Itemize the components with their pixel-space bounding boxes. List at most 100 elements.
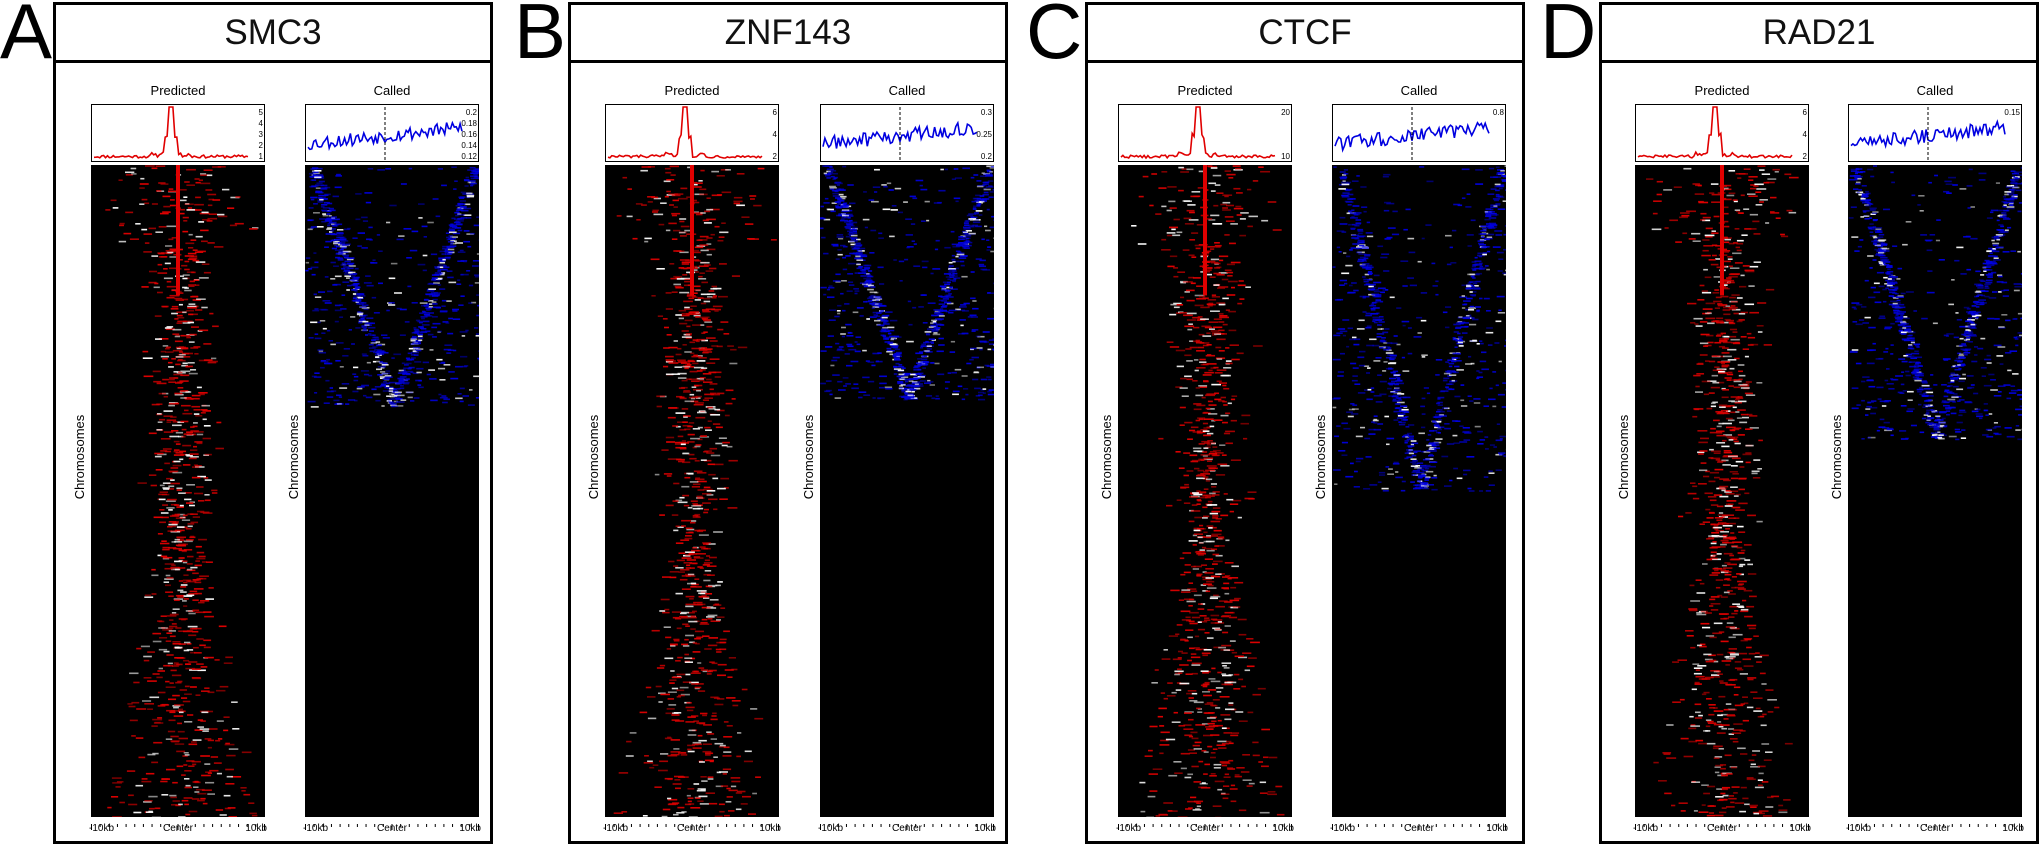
heatmap-cell (367, 168, 374, 170)
y-tick-label: 0.2 (981, 152, 993, 161)
heatmap-cell (696, 722, 706, 724)
heatmap-cell (714, 225, 720, 228)
heatmap-cell (922, 266, 928, 269)
heatmap-cell (186, 209, 196, 211)
heatmap-cell (194, 564, 202, 567)
heatmap-cell (465, 176, 469, 179)
heatmap-cell (727, 676, 733, 678)
heatmap-cell (1212, 699, 1220, 701)
heatmap-cell (719, 498, 728, 500)
heatmap-cell (688, 422, 695, 424)
heatmap-cell (1207, 408, 1215, 410)
heatmap-cell (671, 238, 678, 240)
heatmap-cell (1166, 209, 1172, 212)
heatmap-cell (202, 730, 209, 732)
heatmap-cell (691, 259, 700, 261)
heatmap-cell (1154, 669, 1159, 671)
heatmap-cell (335, 342, 344, 344)
heatmap-cell (1208, 369, 1213, 372)
heatmap-cell (701, 780, 708, 782)
heatmap-cell (672, 783, 682, 785)
heatmap-cell (166, 225, 176, 228)
heatmap-cell (317, 321, 321, 324)
heatmap-cell (1229, 577, 1239, 579)
heatmap-cell (182, 362, 188, 365)
heatmap-cell (191, 760, 201, 763)
heatmap-cell (709, 447, 718, 450)
heatmap-cell (1184, 200, 1192, 202)
heatmap-cell (987, 317, 994, 320)
heatmap-cell (736, 204, 745, 207)
heatmap-cell (204, 615, 214, 618)
heatmap-cell (179, 711, 184, 714)
heatmap-cell (356, 293, 365, 296)
heatmap-cell (846, 224, 853, 226)
heatmap-cell (227, 807, 236, 809)
heatmap-cell (678, 552, 686, 554)
heatmap-cell (744, 750, 752, 753)
heatmap-cell (1396, 382, 1404, 385)
heatmap-cell (976, 204, 981, 207)
heatmap-cell (684, 803, 692, 806)
y-axis-label: Chromosomes (801, 414, 816, 500)
heatmap-cell (937, 318, 943, 321)
heatmap-cell (677, 197, 688, 200)
heatmap-cell (1197, 621, 1202, 623)
heatmap-cell (421, 324, 430, 326)
heatmap-cell (732, 704, 739, 707)
heatmap-cell (963, 228, 971, 230)
heatmap-cell (165, 500, 176, 502)
heatmap-cell (665, 308, 674, 310)
heatmap-cell (1206, 443, 1212, 446)
x-tick-label: Center (376, 823, 408, 834)
heatmap-cell (183, 581, 188, 584)
heatmap-cell (1354, 470, 1358, 473)
heatmap-cell (927, 302, 936, 304)
heatmap-cell (158, 498, 166, 501)
heatmap-cell (1221, 727, 1227, 729)
heatmap-cell (178, 492, 186, 494)
heatmap-cell (1212, 575, 1221, 578)
heatmap-cell (169, 377, 179, 379)
heatmap-cell (449, 231, 457, 234)
heatmap-cell (181, 697, 188, 699)
heatmap-cell (470, 184, 474, 187)
heatmap-cell (151, 593, 157, 595)
heatmap-cell (948, 311, 954, 314)
heatmap-cell (664, 326, 669, 329)
heatmap-cell (207, 793, 216, 795)
heatmap-cell (912, 306, 917, 309)
heatmap-cell (177, 387, 184, 389)
heatmap-cell (194, 353, 199, 355)
heatmap-cell (475, 335, 479, 337)
heatmap-cell (1246, 638, 1254, 640)
heatmap-cell (326, 213, 331, 215)
heatmap-cell (439, 261, 446, 264)
heatmap-cell (665, 292, 672, 294)
heatmap-cell (1202, 478, 1208, 480)
heatmap-cell (1204, 763, 1211, 766)
heatmap-cell (644, 237, 652, 240)
heatmap-cell (895, 362, 900, 365)
heatmap-cell (408, 167, 413, 170)
heatmap-cell (1242, 754, 1251, 756)
heatmap-cell (704, 426, 711, 429)
heatmap-cell (112, 207, 119, 209)
heatmap-cell (710, 620, 721, 622)
heatmap-cell (904, 379, 911, 381)
heatmap-cell (318, 180, 325, 183)
heatmap-cell (149, 696, 160, 699)
heatmap-cell (692, 362, 699, 365)
heatmap-cell (1201, 396, 1206, 399)
heatmap-cell (896, 375, 903, 378)
heatmap-cell (697, 489, 705, 491)
heatmap-cell (394, 391, 402, 394)
heatmap-cell (1186, 619, 1191, 622)
heatmap-cell (1238, 720, 1248, 722)
heatmap-cell (455, 397, 463, 400)
heatmap-cell (710, 718, 718, 721)
heatmap-cell (172, 522, 179, 524)
heatmap-cell (686, 702, 692, 704)
heatmap-cell (715, 584, 721, 587)
